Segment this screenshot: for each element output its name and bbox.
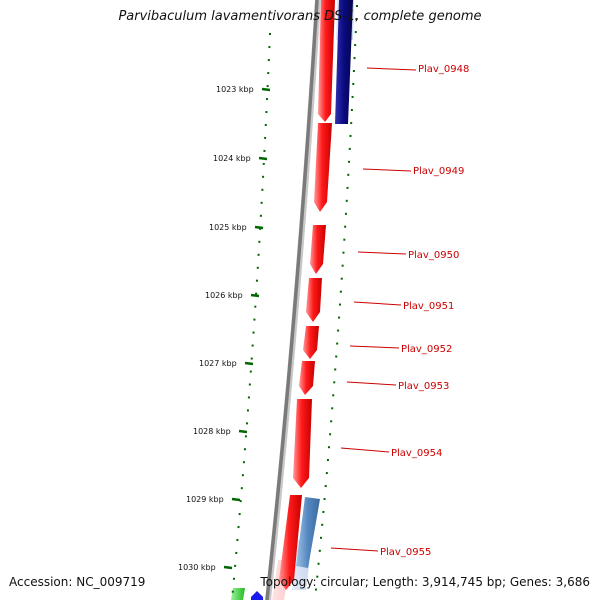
- gene-arrow-forward: [314, 123, 332, 212]
- coordinate-tick-label: 1029 kbp: [186, 495, 224, 504]
- coordinate-tick-label: 1023 kbp: [216, 85, 254, 94]
- gene-label-leader-line: [362, 168, 412, 172]
- gene-arrow-forward: [299, 361, 315, 395]
- gene-label: Plav_0952: [401, 344, 452, 355]
- gene-label-leader-line: [366, 67, 417, 71]
- gene-label-leader-line: [346, 381, 397, 386]
- gene-label: Plav_0948: [418, 64, 469, 75]
- gene-labels: Plav_0948 Plav_0949 Plav_0950 Plav_0951 Plav…: [330, 64, 469, 558]
- gene-label-leader-line: [353, 301, 402, 306]
- gene-label-leader-line: [330, 547, 379, 552]
- gene-arrow-green: [231, 588, 245, 600]
- gene-label-leader-line: [357, 251, 407, 255]
- gene-arrow-forward: [279, 495, 302, 590]
- gene-label-leader-line: [340, 447, 390, 453]
- accession-text: Accession: NC_009719: [9, 575, 146, 589]
- gene-label: Plav_0953: [398, 381, 449, 392]
- coordinate-tick-mark: [261, 87, 271, 92]
- coordinate-tick-mark: [258, 156, 268, 161]
- coordinate-tick-label: 1026 kbp: [205, 291, 243, 300]
- coordinate-tick-mark: [231, 497, 241, 502]
- gene-arrow-reverse: [296, 497, 320, 568]
- coordinate-ticks: 1023 kbp 1024 kbp 1025 kbp 1026 kbp 1027 kbp…: [178, 85, 271, 572]
- gene-arrow-forward: [303, 326, 319, 359]
- gene-arrow-forward: [310, 225, 326, 274]
- genome-summary-text: Topology: circular; Length: 3,914,745 bp…: [260, 575, 590, 589]
- gene-label: Plav_0949: [413, 166, 464, 177]
- coordinate-tick-mark: [223, 565, 233, 570]
- gene-arrow-forward: [293, 399, 312, 488]
- backbone: [265, 0, 321, 601]
- gene-label: Plav_0950: [408, 250, 459, 261]
- dotted-tracks: [231, 4, 358, 601]
- gene-label: Plav_0951: [403, 301, 454, 312]
- forward-genes: [279, 0, 335, 590]
- gene-arrow-blue: [251, 591, 263, 600]
- genome-title: Parvibaculum lavamentivorans DS-1, compl…: [118, 9, 482, 24]
- reverse-genes: [296, 0, 353, 568]
- gene-arrow-forward: [306, 278, 322, 322]
- coordinate-tick-mark: [244, 361, 254, 366]
- coordinate-tick-label: 1025 kbp: [209, 223, 247, 232]
- coordinate-tick-mark: [250, 293, 260, 298]
- left-dotted-track: [231, 32, 271, 601]
- coordinate-tick-label: 1027 kbp: [199, 359, 237, 368]
- coordinate-tick-mark: [238, 429, 248, 434]
- gene-arrow-forward: [318, 0, 335, 122]
- gene-label-leader-line: [349, 345, 400, 349]
- gene-label: Plav_0955: [380, 547, 431, 558]
- coordinate-tick-label: 1030 kbp: [178, 563, 216, 572]
- coordinate-tick-label: 1024 kbp: [213, 154, 251, 163]
- other-genes: [231, 588, 263, 600]
- coordinate-tick-mark: [254, 225, 264, 230]
- coordinate-tick-label: 1028 kbp: [193, 427, 231, 436]
- gene-arrow-reverse: [335, 0, 353, 124]
- gene-label: Plav_0954: [391, 448, 442, 459]
